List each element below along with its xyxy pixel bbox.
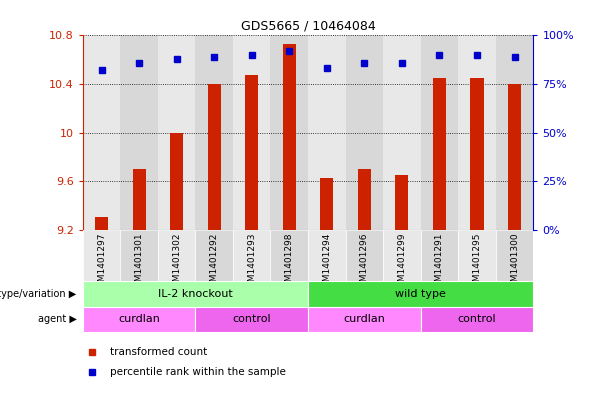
Text: GSM1401291: GSM1401291: [435, 232, 444, 293]
Bar: [458, 230, 496, 281]
Bar: [421, 35, 458, 230]
Bar: [196, 35, 233, 230]
Bar: [358, 169, 371, 230]
Bar: [283, 44, 296, 230]
Bar: [508, 84, 521, 230]
Bar: [158, 230, 196, 281]
Text: GSM1401300: GSM1401300: [510, 232, 519, 293]
Text: GSM1401295: GSM1401295: [473, 232, 481, 293]
Bar: [346, 35, 383, 230]
Bar: [458, 35, 496, 230]
Bar: [132, 169, 146, 230]
Bar: [196, 307, 308, 332]
Bar: [233, 35, 270, 230]
Bar: [308, 230, 346, 281]
Text: GSM1401296: GSM1401296: [360, 232, 369, 293]
Text: genotype/variation ▶: genotype/variation ▶: [0, 289, 77, 299]
Bar: [308, 307, 421, 332]
Text: GSM1401299: GSM1401299: [397, 232, 406, 293]
Bar: [83, 35, 120, 230]
Text: GSM1401301: GSM1401301: [135, 232, 143, 293]
Bar: [120, 230, 158, 281]
Bar: [395, 175, 408, 230]
Bar: [196, 230, 233, 281]
Bar: [308, 35, 346, 230]
Text: wild type: wild type: [395, 289, 446, 299]
Bar: [470, 78, 484, 230]
Title: GDS5665 / 10464084: GDS5665 / 10464084: [241, 20, 375, 33]
Text: GSM1401298: GSM1401298: [285, 232, 294, 293]
Text: percentile rank within the sample: percentile rank within the sample: [110, 367, 286, 377]
Bar: [383, 230, 421, 281]
Bar: [320, 178, 333, 230]
Bar: [83, 230, 120, 281]
Bar: [208, 84, 221, 230]
Text: agent ▶: agent ▶: [38, 314, 77, 324]
Text: GSM1401294: GSM1401294: [322, 232, 331, 293]
Text: control: control: [458, 314, 497, 324]
Bar: [270, 230, 308, 281]
Bar: [421, 307, 533, 332]
Bar: [95, 217, 108, 230]
Bar: [158, 35, 196, 230]
Text: curdlan: curdlan: [118, 314, 160, 324]
Text: control: control: [232, 314, 271, 324]
Bar: [383, 35, 421, 230]
Text: IL-2 knockout: IL-2 knockout: [158, 289, 233, 299]
Text: curdlan: curdlan: [343, 314, 386, 324]
Bar: [83, 281, 308, 307]
Bar: [496, 230, 533, 281]
Text: GSM1401302: GSM1401302: [172, 232, 181, 293]
Bar: [433, 78, 446, 230]
Bar: [233, 230, 270, 281]
Bar: [83, 307, 196, 332]
Bar: [120, 35, 158, 230]
Bar: [170, 132, 183, 230]
Text: GSM1401292: GSM1401292: [210, 232, 219, 293]
Text: GSM1401293: GSM1401293: [247, 232, 256, 293]
Bar: [308, 281, 533, 307]
Text: GSM1401297: GSM1401297: [97, 232, 106, 293]
Bar: [270, 35, 308, 230]
Text: transformed count: transformed count: [110, 347, 207, 357]
Bar: [496, 35, 533, 230]
Bar: [421, 230, 458, 281]
Bar: [346, 230, 383, 281]
Bar: [245, 75, 258, 230]
